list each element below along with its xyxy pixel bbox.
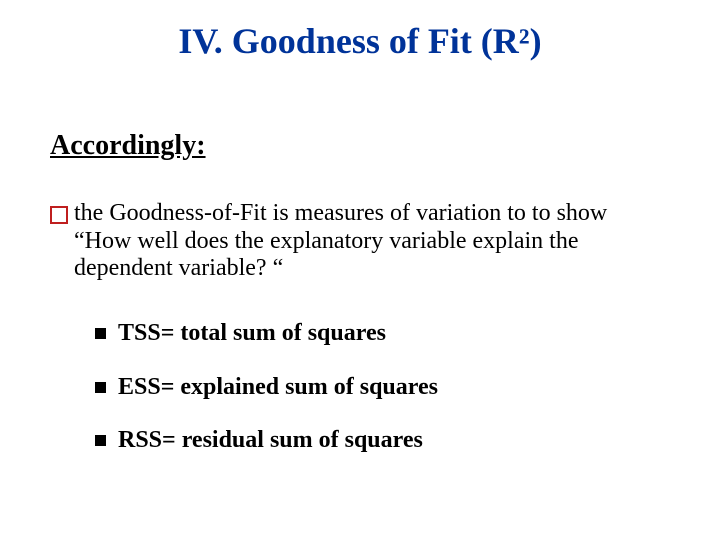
square-bullet-icon: [95, 435, 106, 446]
subheading: Accordingly:: [50, 130, 206, 162]
sub-point-text: ESS= explained sum of squares: [118, 374, 438, 402]
list-item: TSS= total sum of squares: [95, 320, 655, 348]
sub-points-list: TSS= total sum of squares ESS= explained…: [95, 320, 655, 481]
slide: IV. Goodness of Fit (R²) Accordingly: th…: [0, 0, 720, 540]
list-item: RSS= residual sum of squares: [95, 427, 655, 455]
sub-point-text: TSS= total sum of squares: [118, 320, 386, 348]
outline-square-bullet-icon: [50, 206, 68, 224]
main-point-row: the Goodness-of-Fit is measures of varia…: [50, 200, 670, 283]
main-point-block: the Goodness-of-Fit is measures of varia…: [50, 200, 670, 283]
list-item: ESS= explained sum of squares: [95, 374, 655, 402]
square-bullet-icon: [95, 382, 106, 393]
square-bullet-icon: [95, 328, 106, 339]
sub-point-text: RSS= residual sum of squares: [118, 427, 423, 455]
slide-title: IV. Goodness of Fit (R²): [0, 20, 720, 62]
main-point-text: the Goodness-of-Fit is measures of varia…: [74, 200, 670, 283]
